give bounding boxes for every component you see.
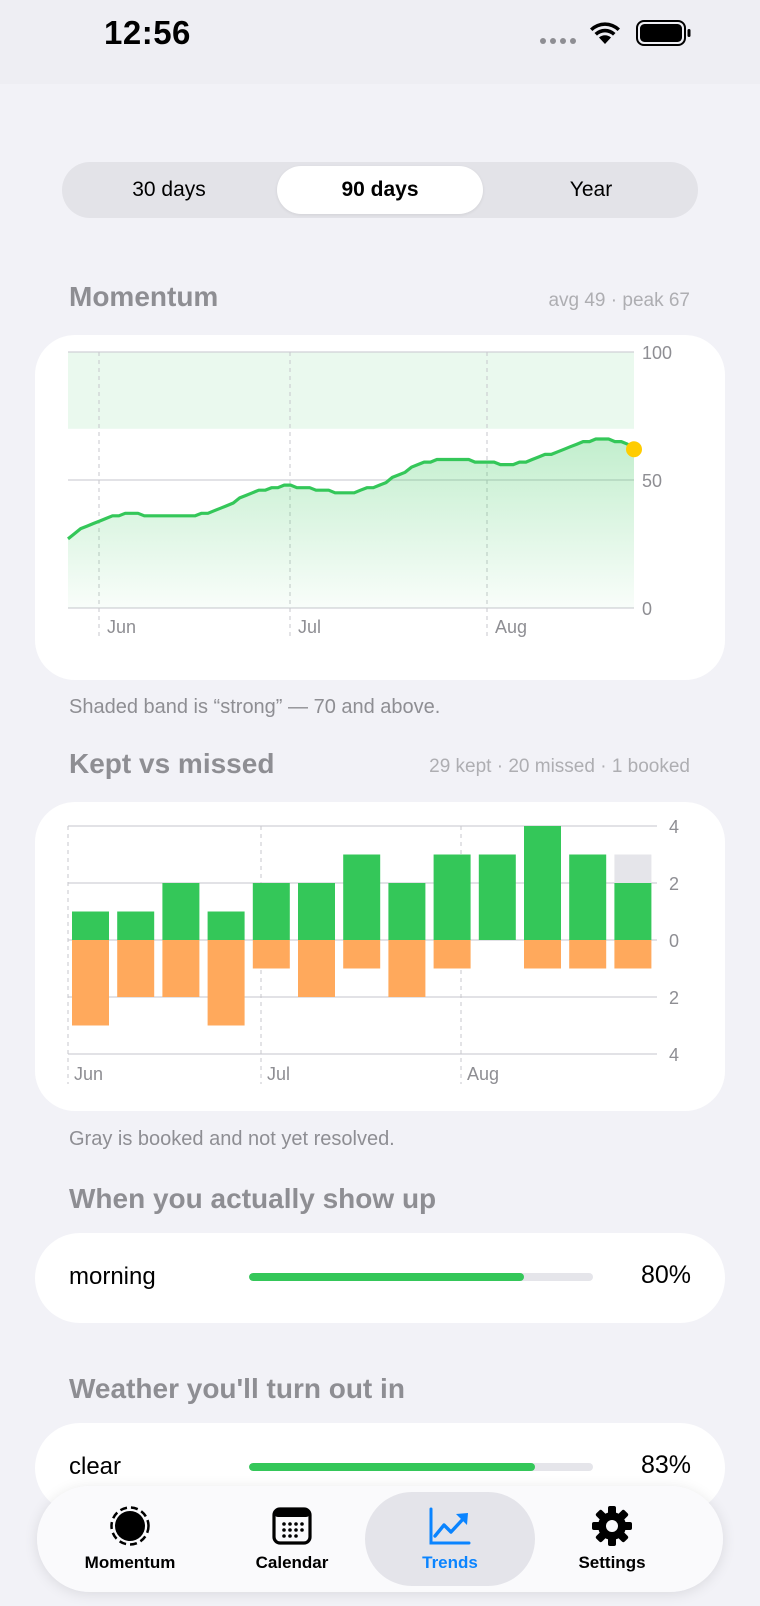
kept-missed-section-title: Kept vs missed — [69, 748, 275, 779]
kept-bar — [433, 854, 471, 940]
weather-section-title: Weather you'll turn out in — [69, 1373, 405, 1404]
battery-icon — [636, 20, 691, 46]
momentum-chart-card: 100 50 0 Jun Jul Aug — [35, 335, 725, 680]
momentum-chart: 100 50 0 Jun Jul Aug — [67, 343, 672, 637]
missed-bar — [524, 940, 561, 969]
wifi-icon — [590, 22, 620, 44]
range-option-90-days[interactable]: 90 days — [277, 166, 483, 214]
kept-bar — [252, 883, 290, 940]
kept-bar — [207, 911, 245, 940]
kept-missed-summary: 29 kept · 20 missed · 1 booked — [429, 756, 690, 777]
bars-y-tick-label: 0 — [669, 931, 679, 951]
momentum-x-tick-label: Jun — [107, 617, 136, 637]
momentum-section-title: Momentum — [69, 281, 219, 312]
bars-y-tick-label: 4 — [669, 1045, 679, 1065]
tab-trends[interactable]: Trends — [365, 1492, 535, 1586]
kept-bar — [72, 911, 109, 940]
show-up-progress-track — [249, 1273, 593, 1281]
missed-bar — [614, 940, 652, 969]
kept-bar — [478, 854, 516, 940]
tab-calendar-label: Calendar — [255, 1553, 329, 1572]
show-up-progress-fill — [249, 1273, 525, 1281]
kept-bar — [162, 883, 200, 940]
kept-bar — [343, 854, 381, 940]
show-up-row-percent: 80% — [640, 1261, 691, 1289]
kept-missed-caption: Gray is booked and not yet resolved. — [69, 1128, 395, 1150]
gear-icon — [592, 1506, 632, 1546]
missed-bar — [117, 940, 155, 997]
range-option-30-days[interactable]: 30 days — [66, 166, 272, 214]
momentum-y-tick-label: 50 — [642, 471, 662, 491]
booked-bar — [614, 854, 652, 883]
tab-trends-label: Trends — [422, 1553, 478, 1572]
show-up-row-label: morning — [69, 1263, 156, 1290]
show-up-row-morning: morning 80% — [35, 1233, 725, 1323]
tab-settings[interactable]: Settings — [527, 1492, 697, 1586]
tab-momentum[interactable]: Momentum — [45, 1492, 215, 1586]
tab-settings-label: Settings — [578, 1553, 646, 1572]
missed-bar — [252, 940, 290, 969]
bars-x-tick-label: Jul — [267, 1064, 290, 1084]
kept-bar — [117, 911, 155, 940]
weather-row-percent: 83% — [640, 1451, 691, 1479]
trends-icon — [429, 1507, 471, 1545]
missed-bar — [207, 940, 245, 1026]
bars-y-tick-label: 4 — [669, 817, 679, 837]
weather-progress-fill — [249, 1463, 535, 1471]
kept-bar — [298, 883, 335, 940]
bars-y-tick-label: 2 — [669, 874, 679, 894]
kept-bar — [524, 826, 561, 940]
momentum-caption: Shaded band is “strong” — 70 and above. — [69, 696, 441, 718]
kept-bar — [388, 883, 426, 940]
kept-missed-chart: 4 2 0 2 4 Jun Jul Aug — [67, 817, 679, 1084]
kept-missed-chart-card: 4 2 0 2 4 Jun Jul Aug — [35, 802, 725, 1111]
missed-bar — [343, 940, 381, 969]
weather-row-label: clear — [69, 1453, 122, 1480]
missed-bar — [433, 940, 471, 969]
missed-bar — [298, 940, 335, 997]
momentum-area — [68, 439, 634, 608]
show-up-section-title: When you actually show up — [69, 1183, 437, 1214]
momentum-x-tick-label: Jul — [298, 617, 321, 637]
missed-bar — [569, 940, 607, 969]
momentum-x-tick-label: Aug — [495, 617, 527, 637]
tab-bar: Momentum Calendar Trends — [37, 1486, 723, 1592]
strong-band — [68, 352, 634, 429]
range-option-year[interactable]: Year — [488, 166, 694, 214]
tab-momentum-label: Momentum — [84, 1553, 176, 1572]
missed-bar — [388, 940, 426, 997]
bars-x-tick-label: Jun — [74, 1064, 103, 1084]
momentum-summary: avg 49 · peak 67 — [548, 290, 690, 311]
range-segmented-control: 30 days 90 days Year — [62, 162, 698, 218]
status-time: 12:56 — [104, 14, 191, 51]
signal-dots-icon — [540, 38, 576, 44]
momentum-line — [67, 437, 635, 541]
missed-bar — [72, 940, 109, 1026]
momentum-y-tick-label: 100 — [642, 343, 672, 363]
missed-bar — [162, 940, 200, 997]
weather-progress-track — [249, 1463, 593, 1471]
kept-bar — [569, 854, 607, 940]
calendar-icon — [272, 1507, 312, 1545]
bars-x-tick-label: Aug — [467, 1064, 499, 1084]
momentum-y-tick-label: 0 — [642, 599, 652, 619]
kept-bar — [614, 883, 652, 940]
momentum-current-point — [626, 441, 642, 458]
tab-calendar[interactable]: Calendar — [207, 1492, 377, 1586]
status-bar: 12:56 — [0, 0, 760, 84]
momentum-icon — [110, 1506, 150, 1546]
bars-y-tick-label: 2 — [669, 988, 679, 1008]
